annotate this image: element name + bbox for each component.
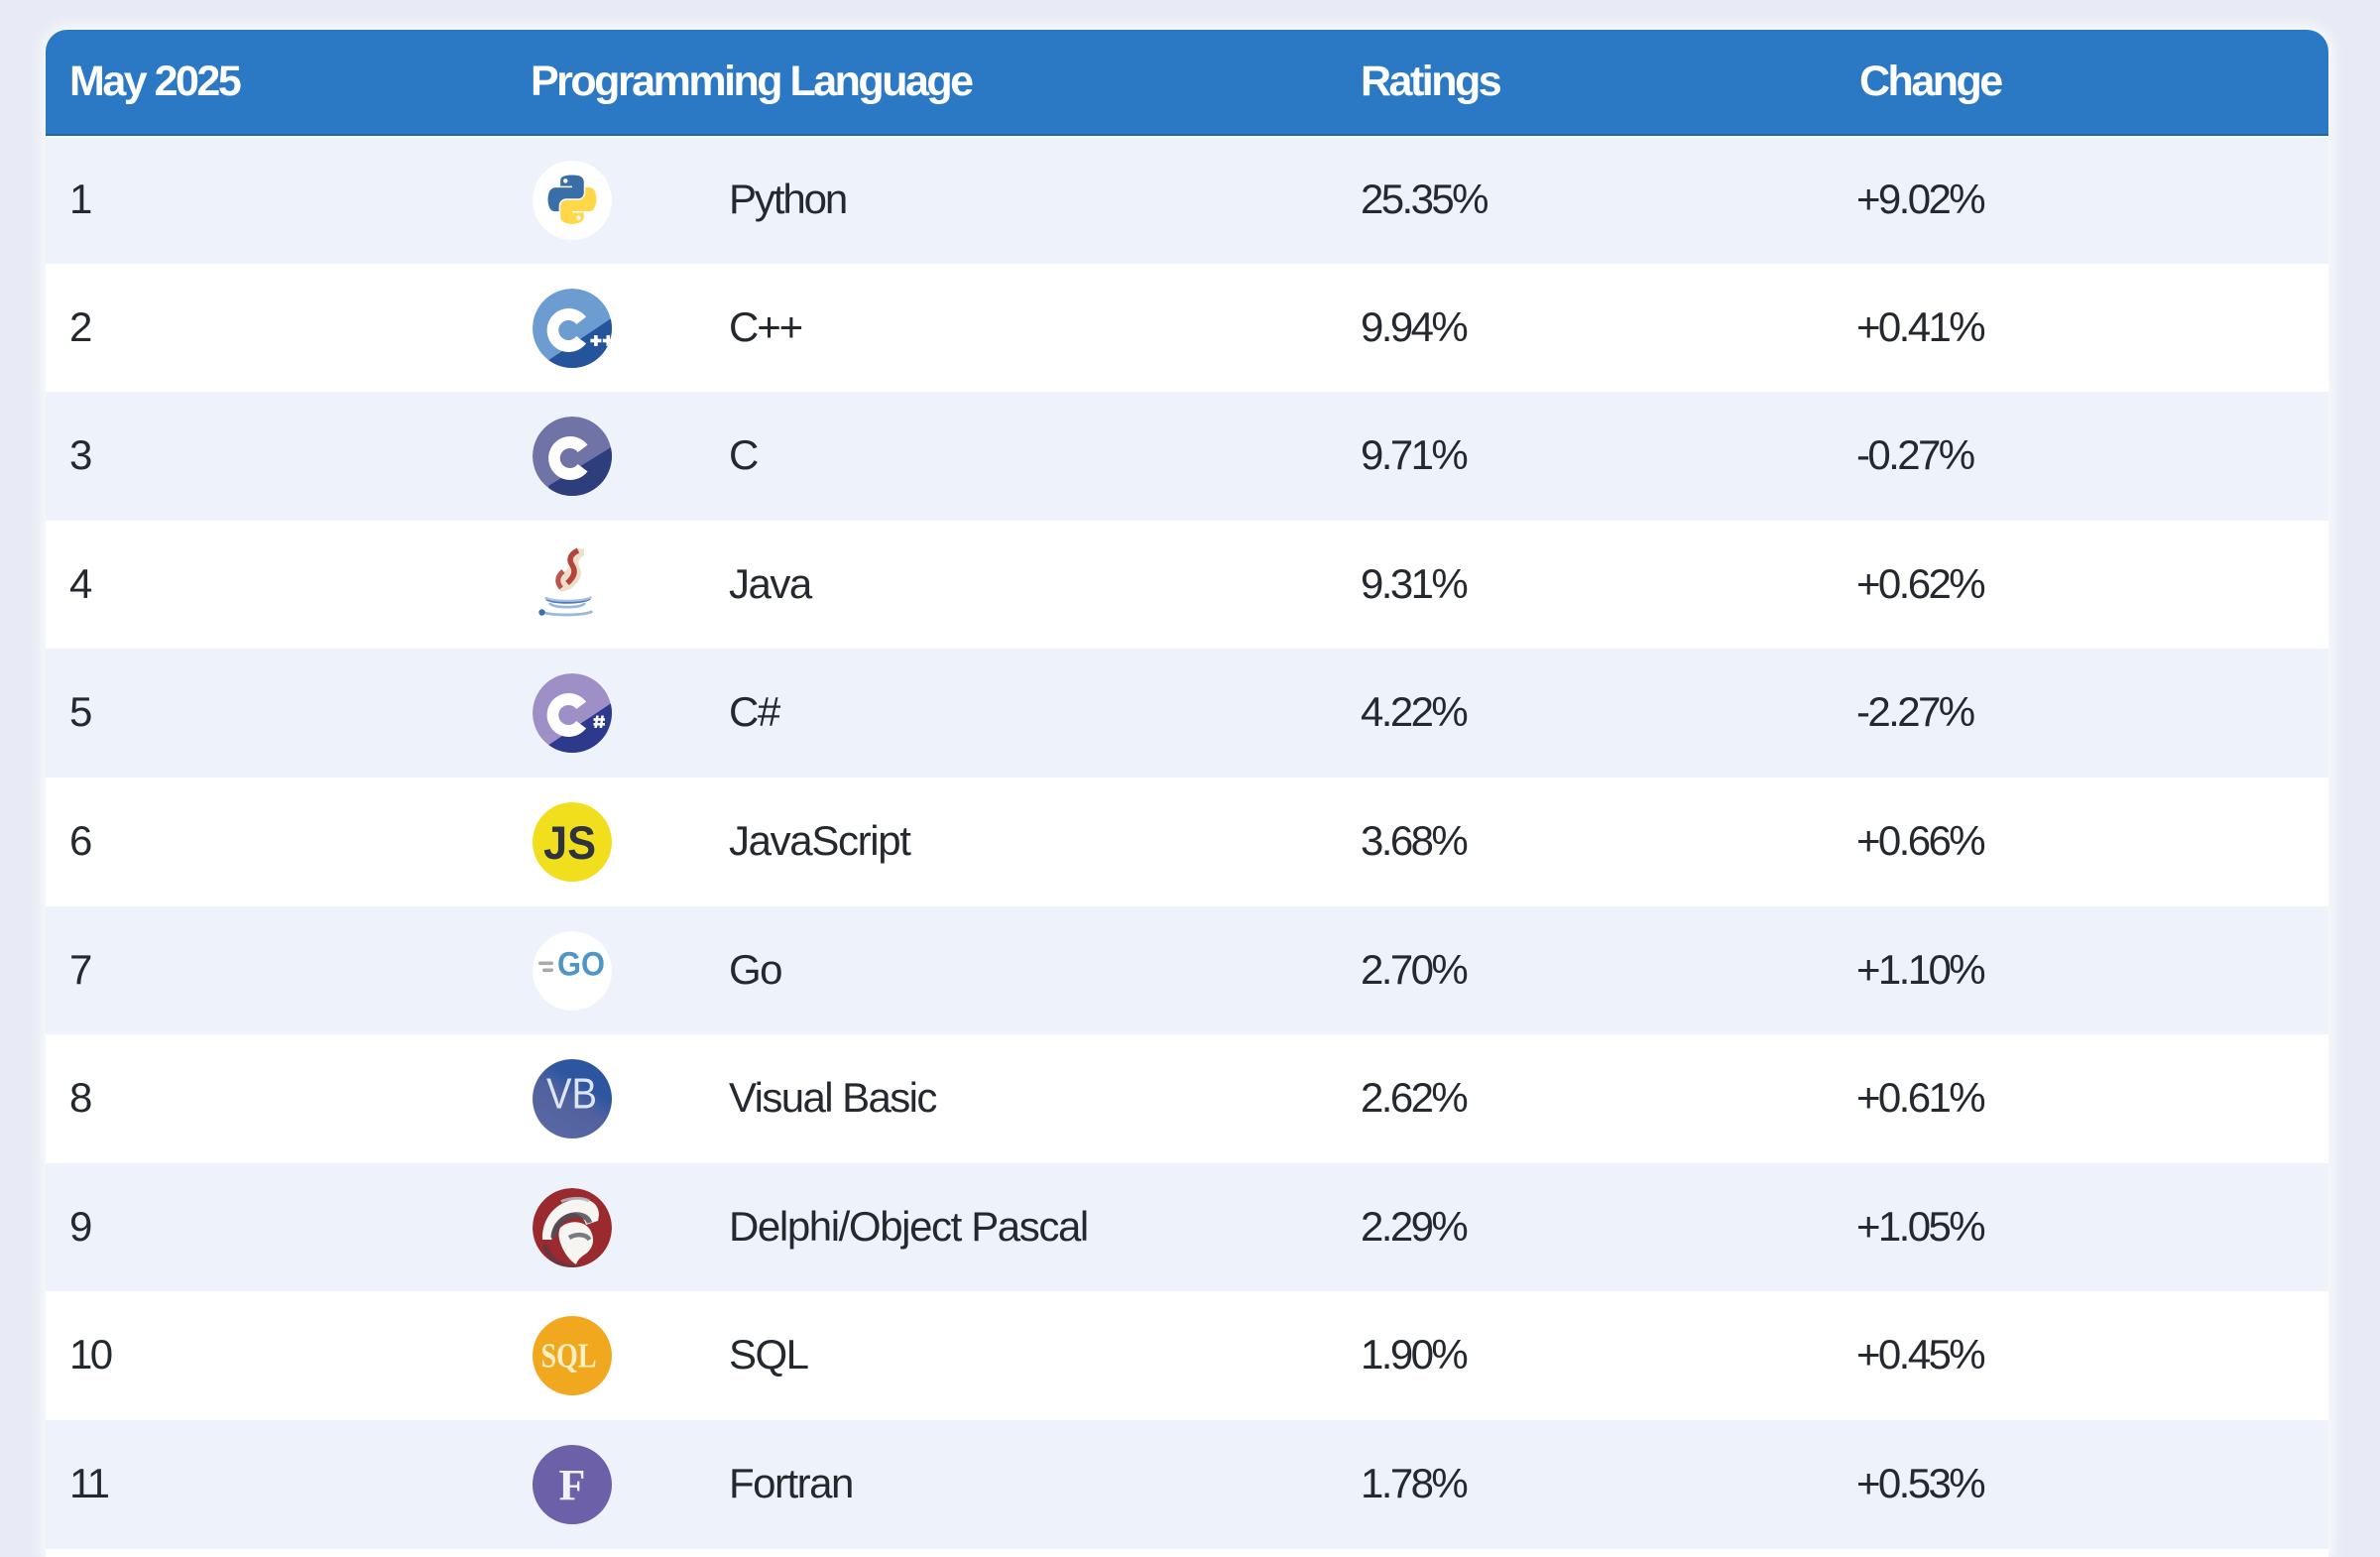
svg-text:VB: VB	[546, 1070, 597, 1119]
svg-text:F: F	[559, 1461, 586, 1509]
svg-text:JS: JS	[543, 816, 596, 869]
svg-text:SQL: SQL	[541, 1337, 597, 1376]
svg-text:GO: GO	[557, 945, 605, 983]
